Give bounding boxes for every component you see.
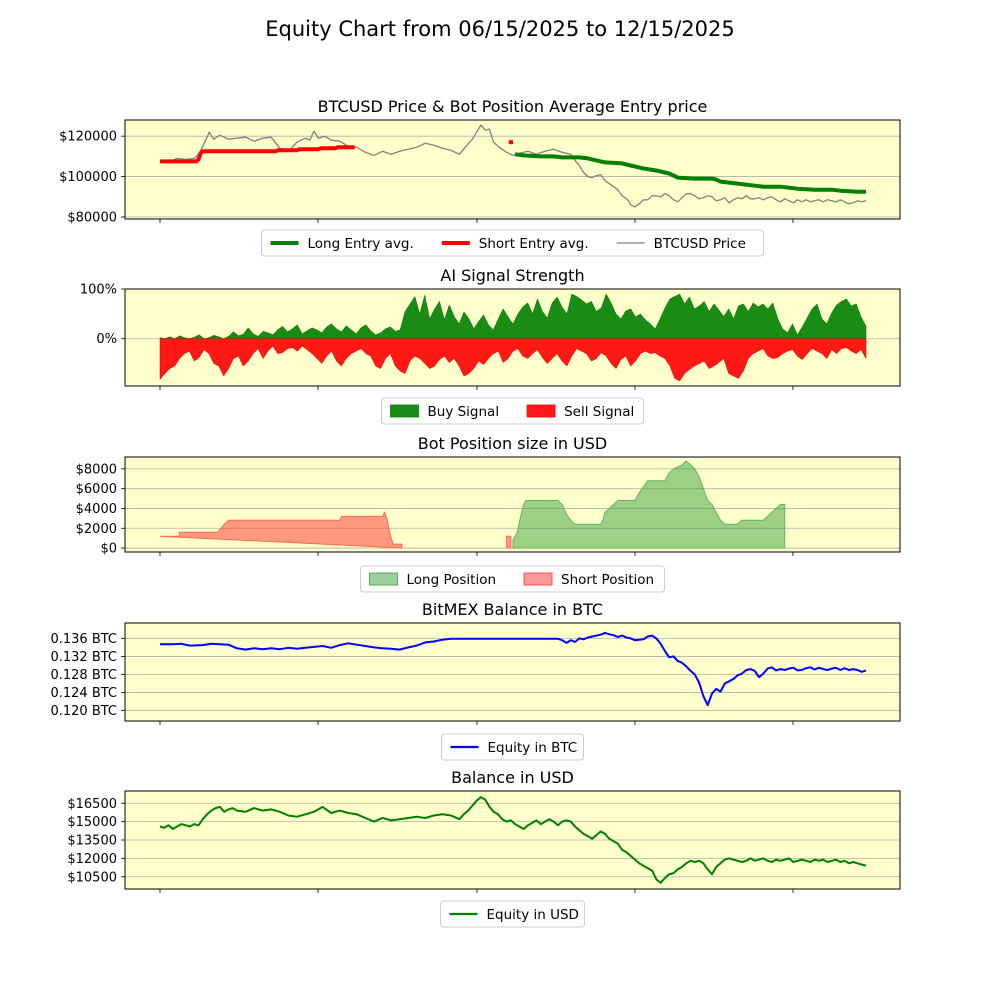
y-tick-label: $10500 xyxy=(67,870,117,885)
legend-swatch xyxy=(523,572,553,586)
axes-frame xyxy=(124,456,901,553)
y-tick-label: $15000 xyxy=(67,815,117,830)
y-tick-label: $8000 xyxy=(76,462,117,477)
y-tick-label: 0.120 BTC xyxy=(50,704,117,719)
axes-frame xyxy=(124,790,901,890)
equity-in-btc-line xyxy=(160,631,867,707)
y-tick-label: $0 xyxy=(100,542,117,557)
y-tick-label: 0% xyxy=(96,332,117,347)
short-position-area xyxy=(159,511,403,549)
panel-title: Balance in USD xyxy=(451,768,574,787)
panel-1: $80000 $100000 $120000 BTCUSD Price & Bot P… xyxy=(59,97,901,257)
panel-title: Bot Position size in USD xyxy=(418,434,607,453)
figure-title: Equity Chart from 06/15/2025 to 12/15/20… xyxy=(265,17,735,41)
axes-frame xyxy=(124,119,901,220)
plot-background xyxy=(125,623,900,721)
legend-label: Short Entry avg. xyxy=(479,236,589,252)
panel-4: 0.120 BTC 0.124 BTC 0.128 BTC 0.132 BTC 0.13… xyxy=(50,600,901,761)
y-tick-label: $12000 xyxy=(67,852,117,867)
panel-title: AI Signal Strength xyxy=(440,266,584,285)
panel-5: $10500 $12000 $13500 $15000 $16500 Balance in… xyxy=(67,768,901,928)
legend-box xyxy=(381,397,644,425)
buy-signal-area xyxy=(159,293,867,339)
equity-in-usd-line xyxy=(159,796,867,884)
y-tick-label: $6000 xyxy=(76,482,117,497)
legend-label: Long Entry avg. xyxy=(308,236,414,252)
panel-2: 0% 100% AI Signal Strength Buy Signal Sell S… xyxy=(80,266,901,425)
legend-swatch xyxy=(526,404,556,418)
legend: Buy Signal Sell Signal xyxy=(381,397,644,425)
y-tick-label: 0.132 BTC xyxy=(50,650,117,665)
short-entry-avg--line xyxy=(160,145,355,164)
axes-frame xyxy=(124,288,901,387)
legend-label: Sell Signal xyxy=(564,404,634,420)
y-tick-label: 0.128 BTC xyxy=(50,668,117,683)
long-position-area xyxy=(512,460,786,549)
legend-box xyxy=(360,565,665,593)
panel-title: BitMEX Balance in BTC xyxy=(422,600,603,619)
panel-title: BTCUSD Price & Bot Position Average Entr… xyxy=(318,97,708,116)
y-tick-label: $13500 xyxy=(67,834,117,849)
plot-background xyxy=(125,120,900,219)
legend-box xyxy=(441,733,584,761)
y-tick-label: $4000 xyxy=(76,502,117,517)
legend-label: Long Position xyxy=(407,572,497,588)
y-tick-label: 100% xyxy=(80,283,117,298)
legend-box xyxy=(440,900,585,928)
y-tick-label: 0.124 BTC xyxy=(50,686,117,701)
long-entry-avg--line xyxy=(514,152,866,194)
legend-box xyxy=(261,229,764,257)
legend-label: Short Position xyxy=(561,572,654,588)
legend-label: Equity in USD xyxy=(487,907,579,923)
panel-3: $0 $2000 $4000 $6000 $8000 Bot Position size … xyxy=(76,434,901,593)
y-tick-label: $80000 xyxy=(67,210,117,225)
axes-frame xyxy=(124,622,901,722)
y-tick-label: $2000 xyxy=(76,522,117,537)
legend: Equity in USD xyxy=(440,900,585,928)
y-tick-label: $16500 xyxy=(67,797,117,812)
legend-swatch xyxy=(369,572,398,586)
y-tick-label: $100000 xyxy=(59,170,117,185)
legend-label: Equity in BTC xyxy=(488,740,578,756)
legend-label: Buy Signal xyxy=(428,404,500,420)
legend: Long Position Short Position xyxy=(360,565,665,593)
short-position-area xyxy=(506,535,512,549)
sell-signal-area xyxy=(159,338,867,382)
legend: Equity in BTC xyxy=(441,733,584,761)
legend-swatch xyxy=(390,404,419,418)
y-tick-label: $120000 xyxy=(59,130,117,145)
charts-container: $80000 $100000 $120000 BTCUSD Price & Bot P… xyxy=(50,97,901,928)
legend-label: BTCUSD Price xyxy=(654,236,746,252)
btcusd-price-line xyxy=(159,124,867,208)
y-tick-label: 0.136 BTC xyxy=(50,632,117,647)
legend: Long Entry avg. Short Entry avg. BTCUSD Pr… xyxy=(261,229,764,257)
